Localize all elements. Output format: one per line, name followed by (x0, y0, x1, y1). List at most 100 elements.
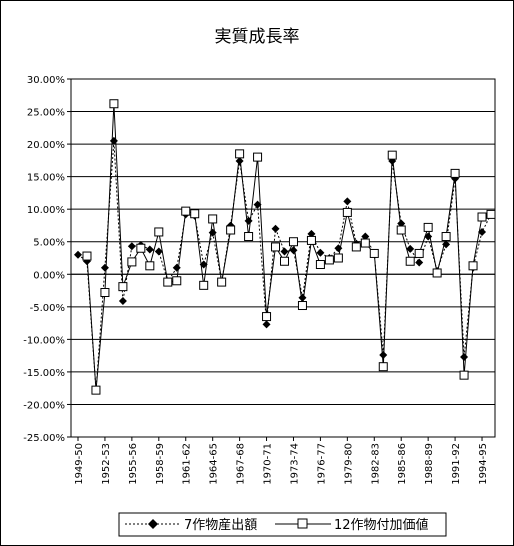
y-tick-label: 10.00% (27, 205, 65, 216)
legend-marker-series-2 (297, 518, 308, 529)
data-point-series-1 (235, 157, 244, 166)
data-point-series-2 (405, 256, 415, 266)
data-point-series-2 (450, 168, 460, 178)
data-point-series-2 (369, 248, 379, 258)
y-tick-label: 20.00% (27, 140, 65, 151)
data-point-series-2 (244, 232, 254, 242)
data-point-series-1 (334, 244, 343, 253)
x-tick-label: 1991-92 (451, 443, 462, 485)
data-point-series-2 (288, 237, 298, 247)
data-point-series-2 (217, 277, 227, 287)
data-point-series-1 (460, 352, 469, 361)
data-point-series-1 (478, 227, 487, 236)
data-point-series-1 (253, 200, 262, 209)
data-point-series-2 (396, 225, 406, 235)
data-point-series-2 (315, 260, 325, 270)
legend-marker-series-1 (148, 519, 158, 529)
data-point-series-1 (343, 197, 352, 206)
x-tick-label: 1976-77 (316, 443, 327, 485)
data-point-series-2 (208, 214, 218, 224)
data-point-series-1 (262, 320, 271, 329)
data-point-series-2 (468, 261, 478, 271)
data-point-series-2 (423, 222, 433, 232)
x-tick-label: 1970-71 (263, 443, 274, 485)
data-point-series-1 (271, 224, 280, 233)
data-point-series-2 (163, 277, 173, 287)
data-point-series-1 (424, 232, 433, 241)
x-tick-label: 1955-56 (128, 443, 139, 485)
data-point-series-2 (190, 209, 200, 219)
data-point-series-2 (414, 248, 424, 258)
y-tick-label: -20.00% (23, 400, 65, 411)
data-point-series-1 (361, 232, 370, 241)
y-tick-label: 0.00% (33, 270, 65, 281)
x-tick-label: 1949-50 (74, 443, 85, 485)
y-tick-label: 5.00% (33, 238, 65, 249)
data-point-series-1 (298, 293, 307, 302)
data-point-series-1 (74, 250, 82, 259)
series-line-2 (86, 103, 492, 391)
y-tick-label: -5.00% (30, 303, 65, 314)
x-tick-label: 1994-95 (478, 443, 489, 485)
legend-label-series-1: 7作物産出額 (184, 517, 257, 533)
data-point-series-1 (307, 229, 316, 238)
data-point-series-2 (235, 149, 245, 159)
x-tick-label: 1952-53 (101, 443, 112, 485)
data-point-series-2 (324, 255, 334, 265)
y-tick-label: -10.00% (23, 335, 65, 346)
x-tick-label: 1979-80 (343, 443, 354, 485)
data-point-series-1 (397, 219, 406, 228)
data-point-series-2 (154, 227, 164, 237)
data-point-series-1 (289, 246, 298, 255)
data-point-series-2 (441, 232, 451, 242)
data-point-series-2 (262, 312, 272, 322)
data-point-series-1 (118, 296, 127, 305)
data-point-series-2 (172, 276, 182, 286)
y-tick-label: -15.00% (23, 368, 65, 379)
data-point-series-2 (387, 150, 397, 160)
data-point-series-1 (379, 350, 388, 359)
data-point-series-2 (82, 251, 92, 261)
x-tick-label: 1988-89 (424, 443, 435, 485)
data-point-series-2 (378, 362, 388, 372)
data-point-series-2 (100, 287, 110, 297)
data-point-series-2 (181, 206, 191, 216)
data-point-series-1 (172, 263, 181, 272)
x-tick-label: 1973-74 (289, 443, 300, 485)
data-point-series-2 (127, 257, 137, 267)
data-point-series-1 (415, 258, 424, 267)
series-lines (74, 99, 496, 395)
legend: 7作物産出額 12作物付加価値 (118, 512, 447, 537)
data-point-series-1 (442, 240, 451, 249)
data-point-series-2 (253, 152, 263, 162)
x-tick-label: 1982-83 (370, 443, 381, 485)
data-point-series-2 (333, 253, 343, 263)
data-point-series-1 (406, 244, 415, 253)
axes (70, 78, 496, 438)
y-tick-label: 25.00% (27, 108, 65, 119)
data-point-series-1 (199, 260, 208, 269)
y-tick-label: -25.00% (23, 433, 65, 444)
data-point-series-2 (432, 268, 442, 278)
x-tick-label: 1964-65 (209, 443, 220, 485)
legend-label-series-2: 12作物付加価値 (334, 517, 429, 533)
data-point-series-2 (118, 282, 128, 292)
y-tick-label: 30.00% (27, 75, 65, 86)
data-point-series-2 (351, 242, 361, 252)
x-tick-label: 1985-86 (397, 443, 408, 485)
data-point-series-1 (145, 245, 154, 254)
data-point-series-1 (109, 136, 118, 145)
data-point-series-2 (459, 370, 469, 380)
data-point-series-1 (316, 248, 325, 257)
data-point-series-1 (127, 242, 136, 251)
data-point-series-2 (145, 261, 155, 271)
data-point-series-2 (342, 207, 352, 217)
data-point-series-1 (154, 247, 163, 256)
data-point-series-1 (100, 263, 109, 272)
data-point-series-2 (91, 385, 101, 395)
data-point-series-2 (199, 280, 209, 290)
data-point-series-2 (280, 256, 289, 266)
data-point-series-2 (226, 225, 236, 235)
plot-area (70, 78, 496, 438)
